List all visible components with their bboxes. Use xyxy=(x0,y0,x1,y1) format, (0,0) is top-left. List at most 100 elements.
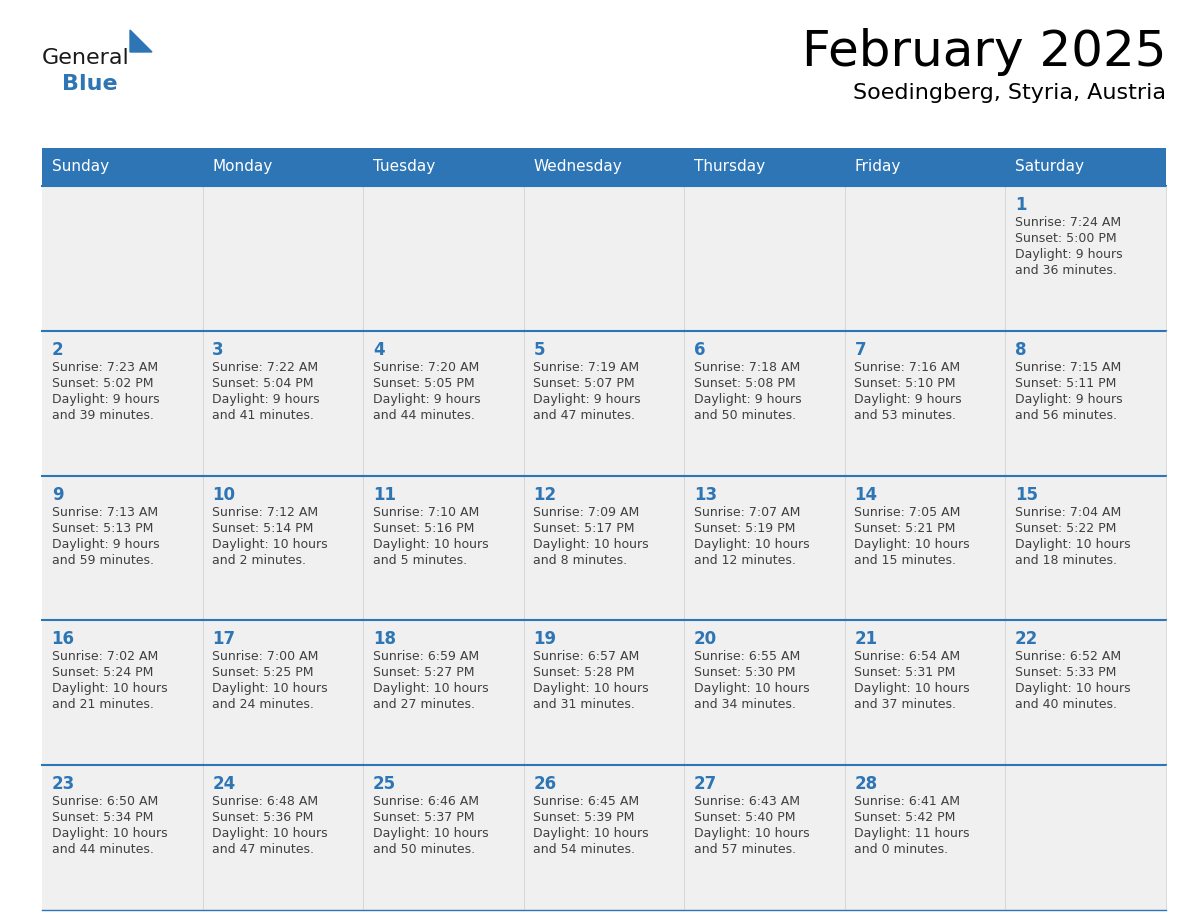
Text: Sunset: 5:19 PM: Sunset: 5:19 PM xyxy=(694,521,795,534)
Text: Daylight: 10 hours: Daylight: 10 hours xyxy=(694,682,809,696)
Text: Sunrise: 7:09 AM: Sunrise: 7:09 AM xyxy=(533,506,639,519)
Text: 10: 10 xyxy=(213,486,235,504)
Text: Sunrise: 7:04 AM: Sunrise: 7:04 AM xyxy=(1015,506,1121,519)
Bar xyxy=(684,148,845,186)
Bar xyxy=(524,186,684,330)
Text: Sunset: 5:22 PM: Sunset: 5:22 PM xyxy=(1015,521,1117,534)
Bar xyxy=(845,766,1005,910)
Text: 1: 1 xyxy=(1015,196,1026,214)
Text: and 36 minutes.: and 36 minutes. xyxy=(1015,264,1117,277)
Text: Daylight: 10 hours: Daylight: 10 hours xyxy=(694,827,809,840)
Text: Sunrise: 7:07 AM: Sunrise: 7:07 AM xyxy=(694,506,801,519)
Text: and 18 minutes.: and 18 minutes. xyxy=(1015,554,1117,566)
Text: and 50 minutes.: and 50 minutes. xyxy=(373,844,475,856)
Text: and 47 minutes.: and 47 minutes. xyxy=(533,409,636,421)
Text: 26: 26 xyxy=(533,775,556,793)
Text: Sunset: 5:25 PM: Sunset: 5:25 PM xyxy=(213,666,314,679)
Bar xyxy=(524,621,684,766)
Text: 2: 2 xyxy=(51,341,63,359)
Text: Sunset: 5:00 PM: Sunset: 5:00 PM xyxy=(1015,232,1117,245)
Text: 22: 22 xyxy=(1015,631,1038,648)
Text: Daylight: 9 hours: Daylight: 9 hours xyxy=(51,393,159,406)
Text: Daylight: 9 hours: Daylight: 9 hours xyxy=(373,393,480,406)
Text: Daylight: 9 hours: Daylight: 9 hours xyxy=(854,393,962,406)
Text: Wednesday: Wednesday xyxy=(533,160,623,174)
Text: Daylight: 9 hours: Daylight: 9 hours xyxy=(694,393,802,406)
Bar xyxy=(203,476,364,621)
Text: Sunrise: 7:05 AM: Sunrise: 7:05 AM xyxy=(854,506,961,519)
Text: Sunset: 5:39 PM: Sunset: 5:39 PM xyxy=(533,812,634,824)
Text: Daylight: 9 hours: Daylight: 9 hours xyxy=(1015,248,1123,261)
Text: Sunset: 5:21 PM: Sunset: 5:21 PM xyxy=(854,521,956,534)
Text: 21: 21 xyxy=(854,631,878,648)
Text: Daylight: 10 hours: Daylight: 10 hours xyxy=(373,538,488,551)
Bar xyxy=(524,330,684,476)
Text: and 34 minutes.: and 34 minutes. xyxy=(694,699,796,711)
Bar xyxy=(364,186,524,330)
Text: and 56 minutes.: and 56 minutes. xyxy=(1015,409,1117,421)
Text: Sunrise: 7:19 AM: Sunrise: 7:19 AM xyxy=(533,361,639,374)
Text: General: General xyxy=(42,48,129,68)
Text: Sunrise: 6:59 AM: Sunrise: 6:59 AM xyxy=(373,650,479,664)
Text: Sunset: 5:05 PM: Sunset: 5:05 PM xyxy=(373,376,474,390)
Text: Daylight: 10 hours: Daylight: 10 hours xyxy=(1015,538,1131,551)
Text: Sunset: 5:10 PM: Sunset: 5:10 PM xyxy=(854,376,956,390)
Text: Sunset: 5:08 PM: Sunset: 5:08 PM xyxy=(694,376,796,390)
Text: Daylight: 10 hours: Daylight: 10 hours xyxy=(533,538,649,551)
Text: Sunrise: 7:22 AM: Sunrise: 7:22 AM xyxy=(213,361,318,374)
Text: Sunset: 5:04 PM: Sunset: 5:04 PM xyxy=(213,376,314,390)
Bar xyxy=(1005,476,1165,621)
Text: Sunrise: 7:12 AM: Sunrise: 7:12 AM xyxy=(213,506,318,519)
Text: 15: 15 xyxy=(1015,486,1038,504)
Text: Sunset: 5:07 PM: Sunset: 5:07 PM xyxy=(533,376,634,390)
Text: Tuesday: Tuesday xyxy=(373,160,435,174)
Bar xyxy=(845,330,1005,476)
Text: Daylight: 10 hours: Daylight: 10 hours xyxy=(51,682,168,696)
Bar xyxy=(42,621,203,766)
Text: and 44 minutes.: and 44 minutes. xyxy=(51,844,153,856)
Text: Saturday: Saturday xyxy=(1015,160,1085,174)
Text: Sunset: 5:28 PM: Sunset: 5:28 PM xyxy=(533,666,634,679)
Text: 28: 28 xyxy=(854,775,878,793)
Bar xyxy=(42,148,203,186)
Text: Sunrise: 7:13 AM: Sunrise: 7:13 AM xyxy=(51,506,158,519)
Text: and 2 minutes.: and 2 minutes. xyxy=(213,554,307,566)
Bar xyxy=(1005,186,1165,330)
Bar xyxy=(364,148,524,186)
Text: Sunrise: 7:24 AM: Sunrise: 7:24 AM xyxy=(1015,216,1121,229)
Text: Sunrise: 6:45 AM: Sunrise: 6:45 AM xyxy=(533,795,639,808)
Text: Sunrise: 7:18 AM: Sunrise: 7:18 AM xyxy=(694,361,801,374)
Polygon shape xyxy=(129,30,152,52)
Text: Sunset: 5:17 PM: Sunset: 5:17 PM xyxy=(533,521,634,534)
Text: Sunset: 5:36 PM: Sunset: 5:36 PM xyxy=(213,812,314,824)
Text: Sunrise: 7:15 AM: Sunrise: 7:15 AM xyxy=(1015,361,1121,374)
Text: and 54 minutes.: and 54 minutes. xyxy=(533,844,636,856)
Text: Daylight: 10 hours: Daylight: 10 hours xyxy=(373,827,488,840)
Bar xyxy=(1005,766,1165,910)
Text: Sunset: 5:40 PM: Sunset: 5:40 PM xyxy=(694,812,796,824)
Bar xyxy=(684,330,845,476)
Text: and 27 minutes.: and 27 minutes. xyxy=(373,699,475,711)
Text: and 0 minutes.: and 0 minutes. xyxy=(854,844,948,856)
Text: Sunrise: 7:02 AM: Sunrise: 7:02 AM xyxy=(51,650,158,664)
Text: Sunrise: 7:23 AM: Sunrise: 7:23 AM xyxy=(51,361,158,374)
Text: and 8 minutes.: and 8 minutes. xyxy=(533,554,627,566)
Text: Sunset: 5:30 PM: Sunset: 5:30 PM xyxy=(694,666,796,679)
Text: 12: 12 xyxy=(533,486,556,504)
Text: Sunset: 5:42 PM: Sunset: 5:42 PM xyxy=(854,812,956,824)
Text: Daylight: 10 hours: Daylight: 10 hours xyxy=(373,682,488,696)
Text: and 31 minutes.: and 31 minutes. xyxy=(533,699,636,711)
Text: Sunset: 5:13 PM: Sunset: 5:13 PM xyxy=(51,521,153,534)
Bar xyxy=(845,476,1005,621)
Text: and 41 minutes.: and 41 minutes. xyxy=(213,409,314,421)
Text: and 57 minutes.: and 57 minutes. xyxy=(694,844,796,856)
Text: Sunrise: 6:48 AM: Sunrise: 6:48 AM xyxy=(213,795,318,808)
Bar xyxy=(684,621,845,766)
Text: 18: 18 xyxy=(373,631,396,648)
Text: 4: 4 xyxy=(373,341,385,359)
Text: Daylight: 10 hours: Daylight: 10 hours xyxy=(213,538,328,551)
Text: 6: 6 xyxy=(694,341,706,359)
Text: and 39 minutes.: and 39 minutes. xyxy=(51,409,153,421)
Bar xyxy=(364,330,524,476)
Bar xyxy=(845,621,1005,766)
